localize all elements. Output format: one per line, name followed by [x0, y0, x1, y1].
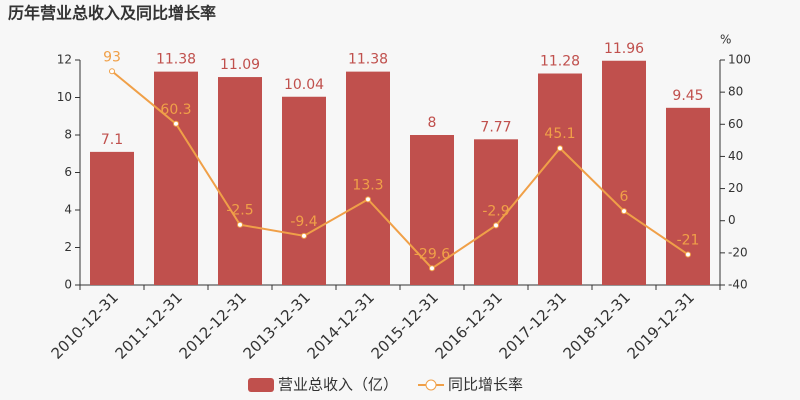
bar: [666, 107, 710, 285]
bar-value-label: 11.09: [220, 57, 260, 73]
line-value-label: 60.3: [160, 102, 191, 118]
x-tick-label: 2015-12-31: [368, 288, 442, 362]
chart-title: 历年营业总收入及同比增长率: [8, 4, 216, 23]
legend-swatch: [248, 378, 274, 392]
y2-axis-label: %: [720, 33, 731, 47]
line-value-label: 6: [620, 189, 629, 205]
line-value-label: 93: [103, 49, 121, 65]
line-point: [429, 265, 435, 272]
bar: [90, 151, 134, 285]
legend-label: 同比增长率: [448, 376, 523, 394]
line-value-label: 13.3: [352, 177, 383, 193]
y-tick-label: 6: [64, 165, 72, 179]
y-tick-label: 2: [64, 240, 72, 254]
bar: [218, 77, 262, 285]
x-tick-label: 2012-12-31: [176, 288, 250, 362]
y2-tick-label: 80: [728, 85, 743, 99]
legend-swatch: [425, 379, 437, 391]
line-point: [301, 232, 307, 239]
line-point: [173, 120, 179, 127]
x-tick-label: 2016-12-31: [432, 288, 506, 362]
bar-value-label: 11.38: [348, 52, 388, 68]
y2-tick-label: -40: [728, 278, 748, 292]
y2-tick-label: 20: [728, 181, 743, 195]
bar: [410, 135, 454, 285]
bar: [602, 60, 646, 285]
y-tick-label: 4: [64, 203, 72, 217]
bar-value-label: 9.45: [672, 88, 703, 104]
x-tick-label: 2013-12-31: [240, 288, 314, 362]
y2-tick-label: 40: [728, 149, 743, 163]
bar-value-label: 11.38: [156, 52, 196, 68]
bar-value-label: 10.04: [284, 77, 324, 93]
bar-value-label: 11.96: [604, 41, 644, 57]
y-tick-label: 12: [57, 53, 72, 67]
bar: [474, 139, 518, 285]
y-tick-label: 10: [57, 90, 72, 104]
y2-tick-label: 100: [728, 53, 751, 67]
y2-tick-label: 60: [728, 117, 743, 131]
line-point: [621, 208, 627, 215]
legend-label: 营业总收入（亿）: [278, 376, 398, 394]
bar-value-label: 7.77: [480, 119, 511, 135]
bar: [154, 71, 198, 285]
line: [111, 70, 689, 270]
line-value-label: -2.9: [482, 203, 509, 219]
bar-value-label: 8: [428, 115, 437, 131]
bar-value-label: 11.28: [540, 54, 580, 70]
y-tick-label: 8: [64, 128, 72, 142]
x-tick-label: 2014-12-31: [304, 288, 378, 362]
x-tick-label: 2018-12-31: [560, 288, 634, 362]
bar-value-label: 7.1: [101, 132, 123, 148]
line-value-label: 45.1: [544, 126, 575, 142]
x-tick-label: 2017-12-31: [496, 288, 570, 362]
line-point: [237, 221, 243, 228]
x-tick-label: 2019-12-31: [624, 288, 698, 362]
line-point: [109, 68, 115, 75]
line-value-label: -9.4: [290, 214, 317, 230]
y-tick-label: 0: [64, 278, 72, 292]
line-point: [685, 251, 691, 258]
line-value-label: -2.5: [226, 203, 253, 219]
line-value-label: -21: [677, 232, 700, 248]
line-point: [365, 196, 371, 203]
line-point: [493, 222, 499, 229]
line-point: [557, 145, 563, 152]
x-tick-label: 2011-12-31: [112, 288, 186, 362]
line-value-label: -29.6: [414, 246, 450, 262]
bar: [538, 73, 582, 285]
bar: [282, 96, 326, 285]
y2-tick-label: 0: [728, 213, 736, 227]
y2-tick-label: -20: [728, 245, 748, 259]
bar: [346, 71, 390, 285]
x-tick-label: 2010-12-31: [48, 288, 122, 362]
